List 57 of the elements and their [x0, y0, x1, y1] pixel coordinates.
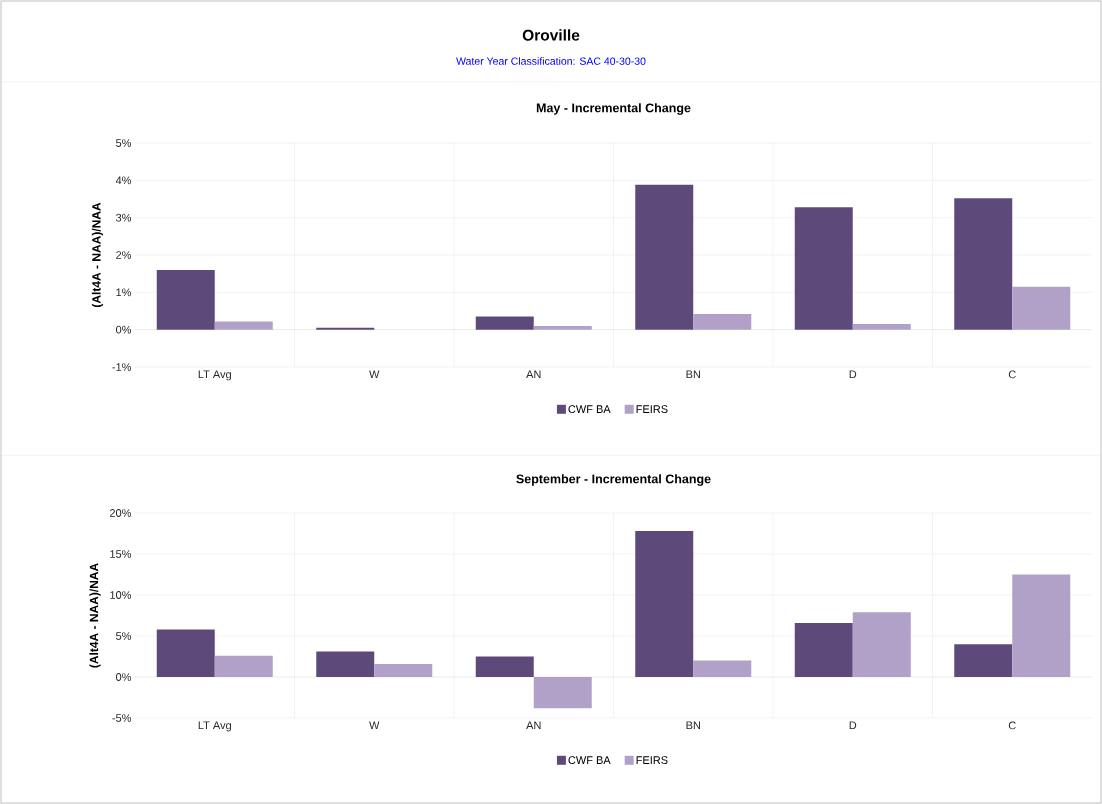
legend-label: CWF BA — [568, 756, 611, 764]
bar — [954, 198, 1013, 330]
chart-title: September - Incremental Change — [516, 474, 711, 486]
y-tick-label: 2% — [116, 251, 132, 259]
y-tick-label: 3% — [116, 213, 132, 222]
y-tick-label: 20% — [110, 509, 132, 517]
x-tick-label: LT Avg — [198, 721, 231, 732]
bar — [1012, 574, 1071, 677]
y-axis-title: (Alt4A - NAA)/NAA — [89, 563, 101, 668]
y-tick-label: 10% — [110, 591, 132, 599]
x-tick-label: D — [849, 370, 857, 379]
bar — [475, 316, 534, 330]
bar — [374, 663, 433, 677]
y-tick-label: -5% — [112, 714, 132, 722]
bar — [214, 655, 273, 677]
y-tick-label: 0% — [116, 325, 132, 334]
bar — [635, 531, 694, 677]
x-tick-label: AN — [526, 370, 541, 379]
bar — [533, 325, 592, 330]
bar — [635, 184, 694, 330]
x-tick-label: C — [1008, 721, 1016, 730]
legend-label: FEIRS — [636, 756, 668, 764]
x-tick-label: LT Avg — [198, 370, 231, 381]
x-tick-label: AN — [526, 721, 541, 730]
legend-label: FEIRS — [636, 405, 668, 413]
bar — [693, 660, 752, 677]
x-tick-label: W — [369, 370, 380, 379]
bar — [316, 651, 375, 677]
bar — [852, 324, 911, 330]
y-tick-label: 5% — [116, 632, 132, 640]
bar — [794, 207, 853, 330]
text: Oroville — [522, 29, 580, 41]
y-tick-label: 0% — [116, 673, 132, 681]
bar — [852, 612, 911, 677]
bar — [475, 656, 534, 677]
y-tick-label: 1% — [116, 288, 132, 297]
bar — [156, 629, 215, 677]
legend-label: CWF BA — [568, 405, 611, 413]
x-tick-label: W — [369, 721, 380, 730]
y-tick-label: -1% — [112, 363, 132, 371]
bar — [954, 644, 1013, 677]
bar — [1012, 286, 1071, 330]
bar — [794, 622, 853, 677]
y-axis-title: (Alt4A - NAA)/NAA — [91, 202, 104, 308]
y-tick-label: 4% — [115, 176, 132, 185]
x-tick-label: C — [1008, 370, 1016, 379]
bar — [533, 677, 592, 709]
x-tick-label: BN — [686, 370, 700, 379]
chart-title: May - Incremental Change — [536, 103, 691, 115]
bar — [156, 269, 215, 330]
x-tick-label: D — [849, 721, 857, 730]
y-tick-label: 5% — [116, 139, 132, 147]
x-tick-label: BN — [686, 721, 700, 730]
text: Water Year Classification: SAC 40-30-30 — [456, 57, 646, 65]
bar — [214, 321, 273, 330]
y-tick-label: 15% — [110, 550, 132, 558]
bar — [693, 313, 752, 330]
